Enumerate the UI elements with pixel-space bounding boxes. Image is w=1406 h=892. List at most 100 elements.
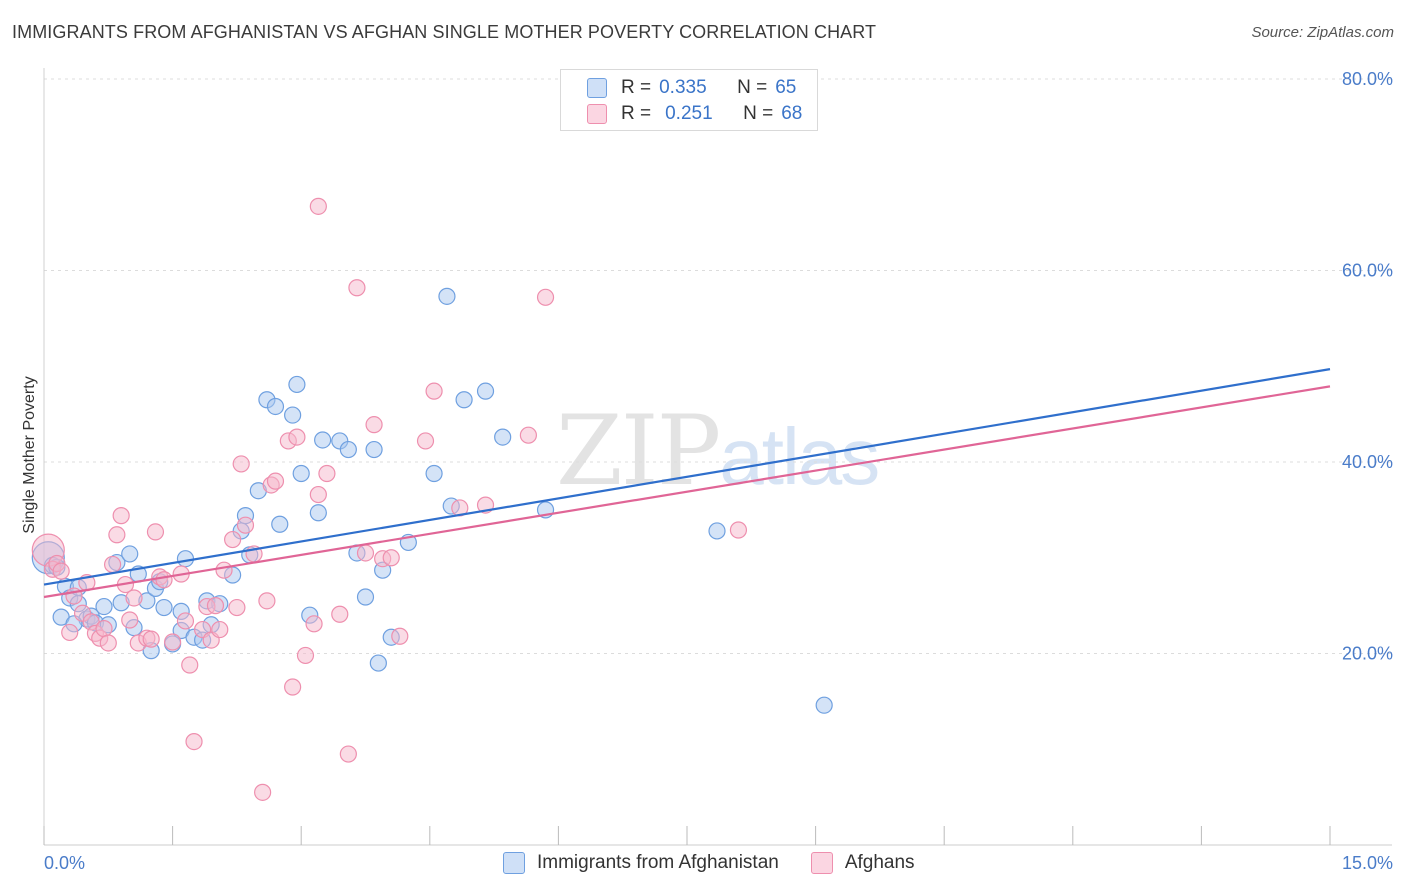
y-axis-label: Single Mother Poverty [21,376,38,533]
afghans-point [61,623,79,642]
afghans-point [309,197,327,215]
immigrants-point [438,287,456,305]
watermark-zip: ZIP [556,395,721,507]
afghans-point [99,634,117,652]
afghans-point [95,620,113,638]
legend-r-label: R = [621,103,652,124]
series-swatch-immigrants [503,852,525,874]
legend-swatch-immigrants [587,78,607,98]
immigrants-point [271,515,289,533]
chart-title: IMMIGRANTS FROM AFGHANISTAN VS AFGHAN SI… [12,22,877,42]
afghans-point [112,507,130,525]
data-points [31,197,833,801]
correlation-legend: R = 0.335 N = 65 R = 0.251 N = 68 [560,69,818,131]
legend-row-immigrants: R = 0.335 N = 65 [587,76,796,100]
series-legend: Immigrants from Afghanistan Afghans [503,852,947,874]
immigrants-point [121,545,139,563]
afghans-point [729,521,748,539]
legend-r-value: 0.251 [665,103,713,124]
series-label-immigrants: Immigrants from Afghanistan [537,852,779,873]
afghans-point [356,544,375,562]
afghans-point [108,526,126,544]
legend-n-value: 65 [775,77,797,98]
y-tick-label: 40.0% [1342,452,1393,472]
series-immigrants-points [31,287,833,714]
axes [43,68,1392,846]
afghans-point [164,633,182,651]
afghans-point [181,656,199,674]
afghans-point [288,428,306,446]
afghans-point [185,732,203,751]
immigrants-point [815,696,833,714]
immigrants-point [476,382,495,400]
trend-line-afghans [43,385,1331,599]
immigrants-point [365,440,383,459]
legend-n-label: N = [737,77,768,98]
gridlines [44,78,1392,654]
afghans-point [103,555,122,574]
immigrants-point [95,597,113,616]
afghans-point [228,598,246,617]
afghans-point [296,646,315,665]
immigrants-point [266,397,285,416]
afghans-point [425,382,443,400]
y-tick-label: 60.0% [1342,261,1393,281]
afghans-point [215,561,233,579]
afghans-point [284,678,302,696]
trend-line-immigrants [43,368,1331,586]
legend-n-value: 68 [781,103,803,124]
immigrants-point [309,504,327,522]
watermark-atlas: atlas [719,412,880,501]
immigrants-point [284,406,302,424]
trend-lines [43,368,1331,599]
afghans-point [318,464,336,483]
series-afghans-points [31,197,748,801]
afghans-point [258,592,276,610]
tick-labels: 20.0% 40.0% 60.0% 80.0% 0.0% 15.0% [44,69,1393,873]
series-legend-immigrants: Immigrants from Afghanistan [503,852,779,874]
afghans-point [254,783,272,801]
immigrants-point [176,550,195,568]
immigrants-point [369,654,387,672]
afghans-point [224,530,242,549]
legend-r-label: R = [621,77,652,98]
afghans-point [52,562,70,580]
legend-n-label: N = [743,103,774,124]
afghans-point [266,472,285,490]
afghans-point [309,485,327,504]
immigrants-point [708,522,726,540]
series-legend-afghans: Afghans [810,852,915,874]
legend-row-afghans: R = 0.251 N = 68 [587,102,802,126]
watermark: ZIPatlas [556,395,880,507]
legend-swatch-afghans [587,104,607,124]
x-tick-label: 15.0% [1342,853,1393,873]
afghans-point [206,597,225,615]
y-tick-label: 20.0% [1342,644,1393,664]
afghans-point [236,516,255,534]
x-tick-label: 0.0% [44,853,85,873]
afghans-point [331,605,349,623]
source-label: Source: ZipAtlas.com [1251,24,1394,41]
afghans-point [416,432,435,450]
afghans-point [365,416,383,434]
afghans-point [155,571,173,589]
afghans-point [519,426,537,444]
afghans-point [536,288,555,306]
afghans-point [382,549,400,567]
immigrants-point [425,464,443,483]
series-label-afghans: Afghans [844,852,915,873]
afghans-point [391,627,409,645]
afghans-point [121,611,139,629]
afghans-point [176,612,195,630]
immigrants-point [356,588,375,606]
immigrants-point [155,598,173,617]
afghans-point [339,745,357,763]
immigrants-point [494,428,512,446]
afghans-point [146,523,165,541]
afghans-point [211,620,229,639]
immigrants-point [339,440,357,459]
legend-r-value: 0.335 [659,77,707,98]
afghans-point [142,630,160,648]
immigrants-point [288,375,306,394]
